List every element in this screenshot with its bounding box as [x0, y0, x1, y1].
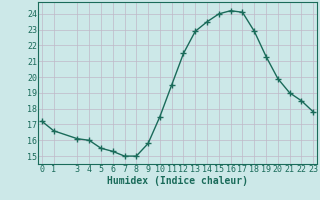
X-axis label: Humidex (Indice chaleur): Humidex (Indice chaleur) [107, 176, 248, 186]
